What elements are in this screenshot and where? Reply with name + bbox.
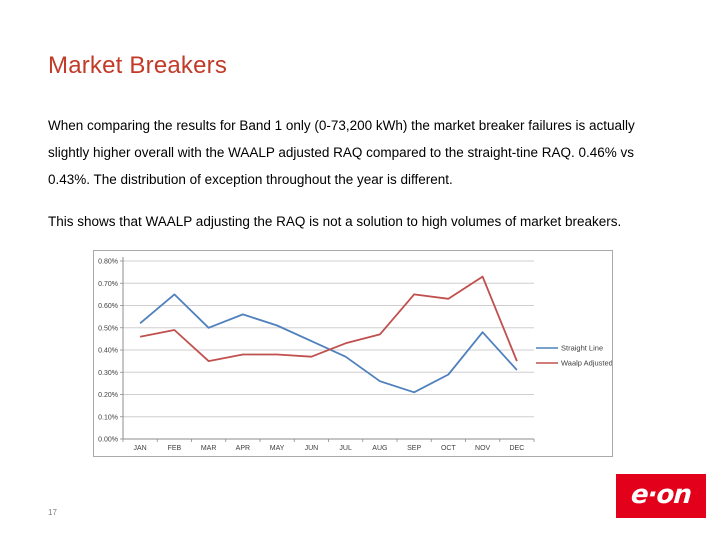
y-tick-label: 0.60% [98,303,118,310]
x-tick-label: JUN [305,445,319,452]
y-tick-label: 0.70% [98,281,118,288]
y-tick-label: 0.20% [98,392,118,399]
series-line-straight-line [139,293,518,394]
line-chart: 0.00% 0.10% 0.20% 0.30% 0.40% 0.50% 0.60% 0.70%… [98,257,612,452]
market-breakers-chart: 0.00% 0.10% 0.20% 0.30% 0.40% 0.50% 0.60% 0.70%… [93,250,613,457]
x-tick-label: OCT [441,445,457,452]
body-paragraph-2: This shows that WAALP adjusting the RAQ … [48,214,622,229]
x-tick-label: DEC [509,445,524,452]
x-tick-label: NOV [475,445,491,452]
x-tick-label: APR [236,445,250,452]
x-tick-label: AUG [372,445,387,452]
eon-logo: e·on [616,474,706,518]
page-number: 17 [48,508,57,517]
y-tick-label: 0.10% [98,414,118,421]
y-tick-label: 0.40% [98,348,118,355]
x-tick-label: SEP [407,445,421,452]
x-tick-label: JAN [134,445,147,452]
page-title: Market Breakers [48,52,228,79]
eon-logo-text: e·on [630,479,693,510]
x-tick-label: JUL [339,445,352,452]
series-line-waalp-adjusted [139,275,518,362]
x-tick-label: FEB [168,445,182,452]
y-tick-label: 0.30% [98,370,118,377]
legend-label: Straight Line [561,344,603,353]
legend-label: Waalp Adjusted [561,359,612,368]
y-tick-label: 0.00% [98,437,118,444]
x-tick-label: MAR [201,445,217,452]
y-tick-label: 0.50% [98,325,118,332]
body-paragraph-1: When comparing the results for Band 1 on… [48,118,635,187]
x-tick-label: MAY [270,445,285,452]
y-tick-label: 0.80% [98,259,118,266]
